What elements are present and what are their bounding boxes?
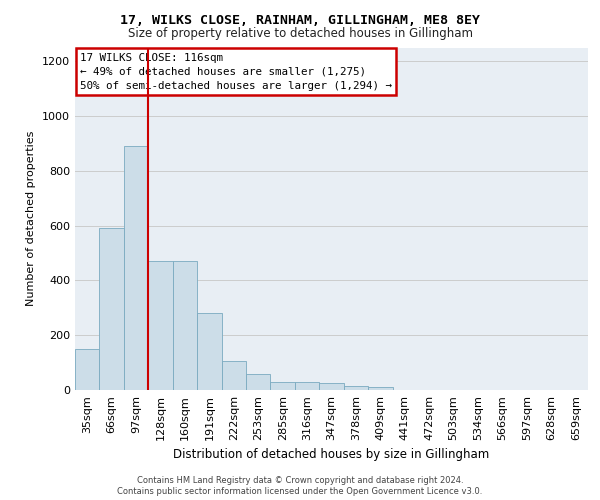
Bar: [197, 314, 221, 390]
Text: 17 WILKS CLOSE: 116sqm
← 49% of detached houses are smaller (1,275)
50% of semi-: 17 WILKS CLOSE: 116sqm ← 49% of detached…: [80, 52, 392, 90]
Bar: [295, 382, 319, 390]
Bar: [344, 386, 368, 390]
Bar: [368, 388, 392, 390]
Text: Size of property relative to detached houses in Gillingham: Size of property relative to detached ho…: [128, 28, 473, 40]
Bar: [75, 349, 100, 390]
Bar: [173, 261, 197, 390]
Bar: [271, 382, 295, 390]
X-axis label: Distribution of detached houses by size in Gillingham: Distribution of detached houses by size …: [173, 448, 490, 462]
Bar: [100, 228, 124, 390]
Bar: [246, 374, 271, 390]
Bar: [319, 383, 344, 390]
Text: Contains HM Land Registry data © Crown copyright and database right 2024.: Contains HM Land Registry data © Crown c…: [137, 476, 463, 485]
Y-axis label: Number of detached properties: Number of detached properties: [26, 131, 37, 306]
Bar: [221, 361, 246, 390]
Bar: [124, 146, 148, 390]
Text: 17, WILKS CLOSE, RAINHAM, GILLINGHAM, ME8 8EY: 17, WILKS CLOSE, RAINHAM, GILLINGHAM, ME…: [120, 14, 480, 27]
Text: Contains public sector information licensed under the Open Government Licence v3: Contains public sector information licen…: [118, 488, 482, 496]
Bar: [148, 261, 173, 390]
